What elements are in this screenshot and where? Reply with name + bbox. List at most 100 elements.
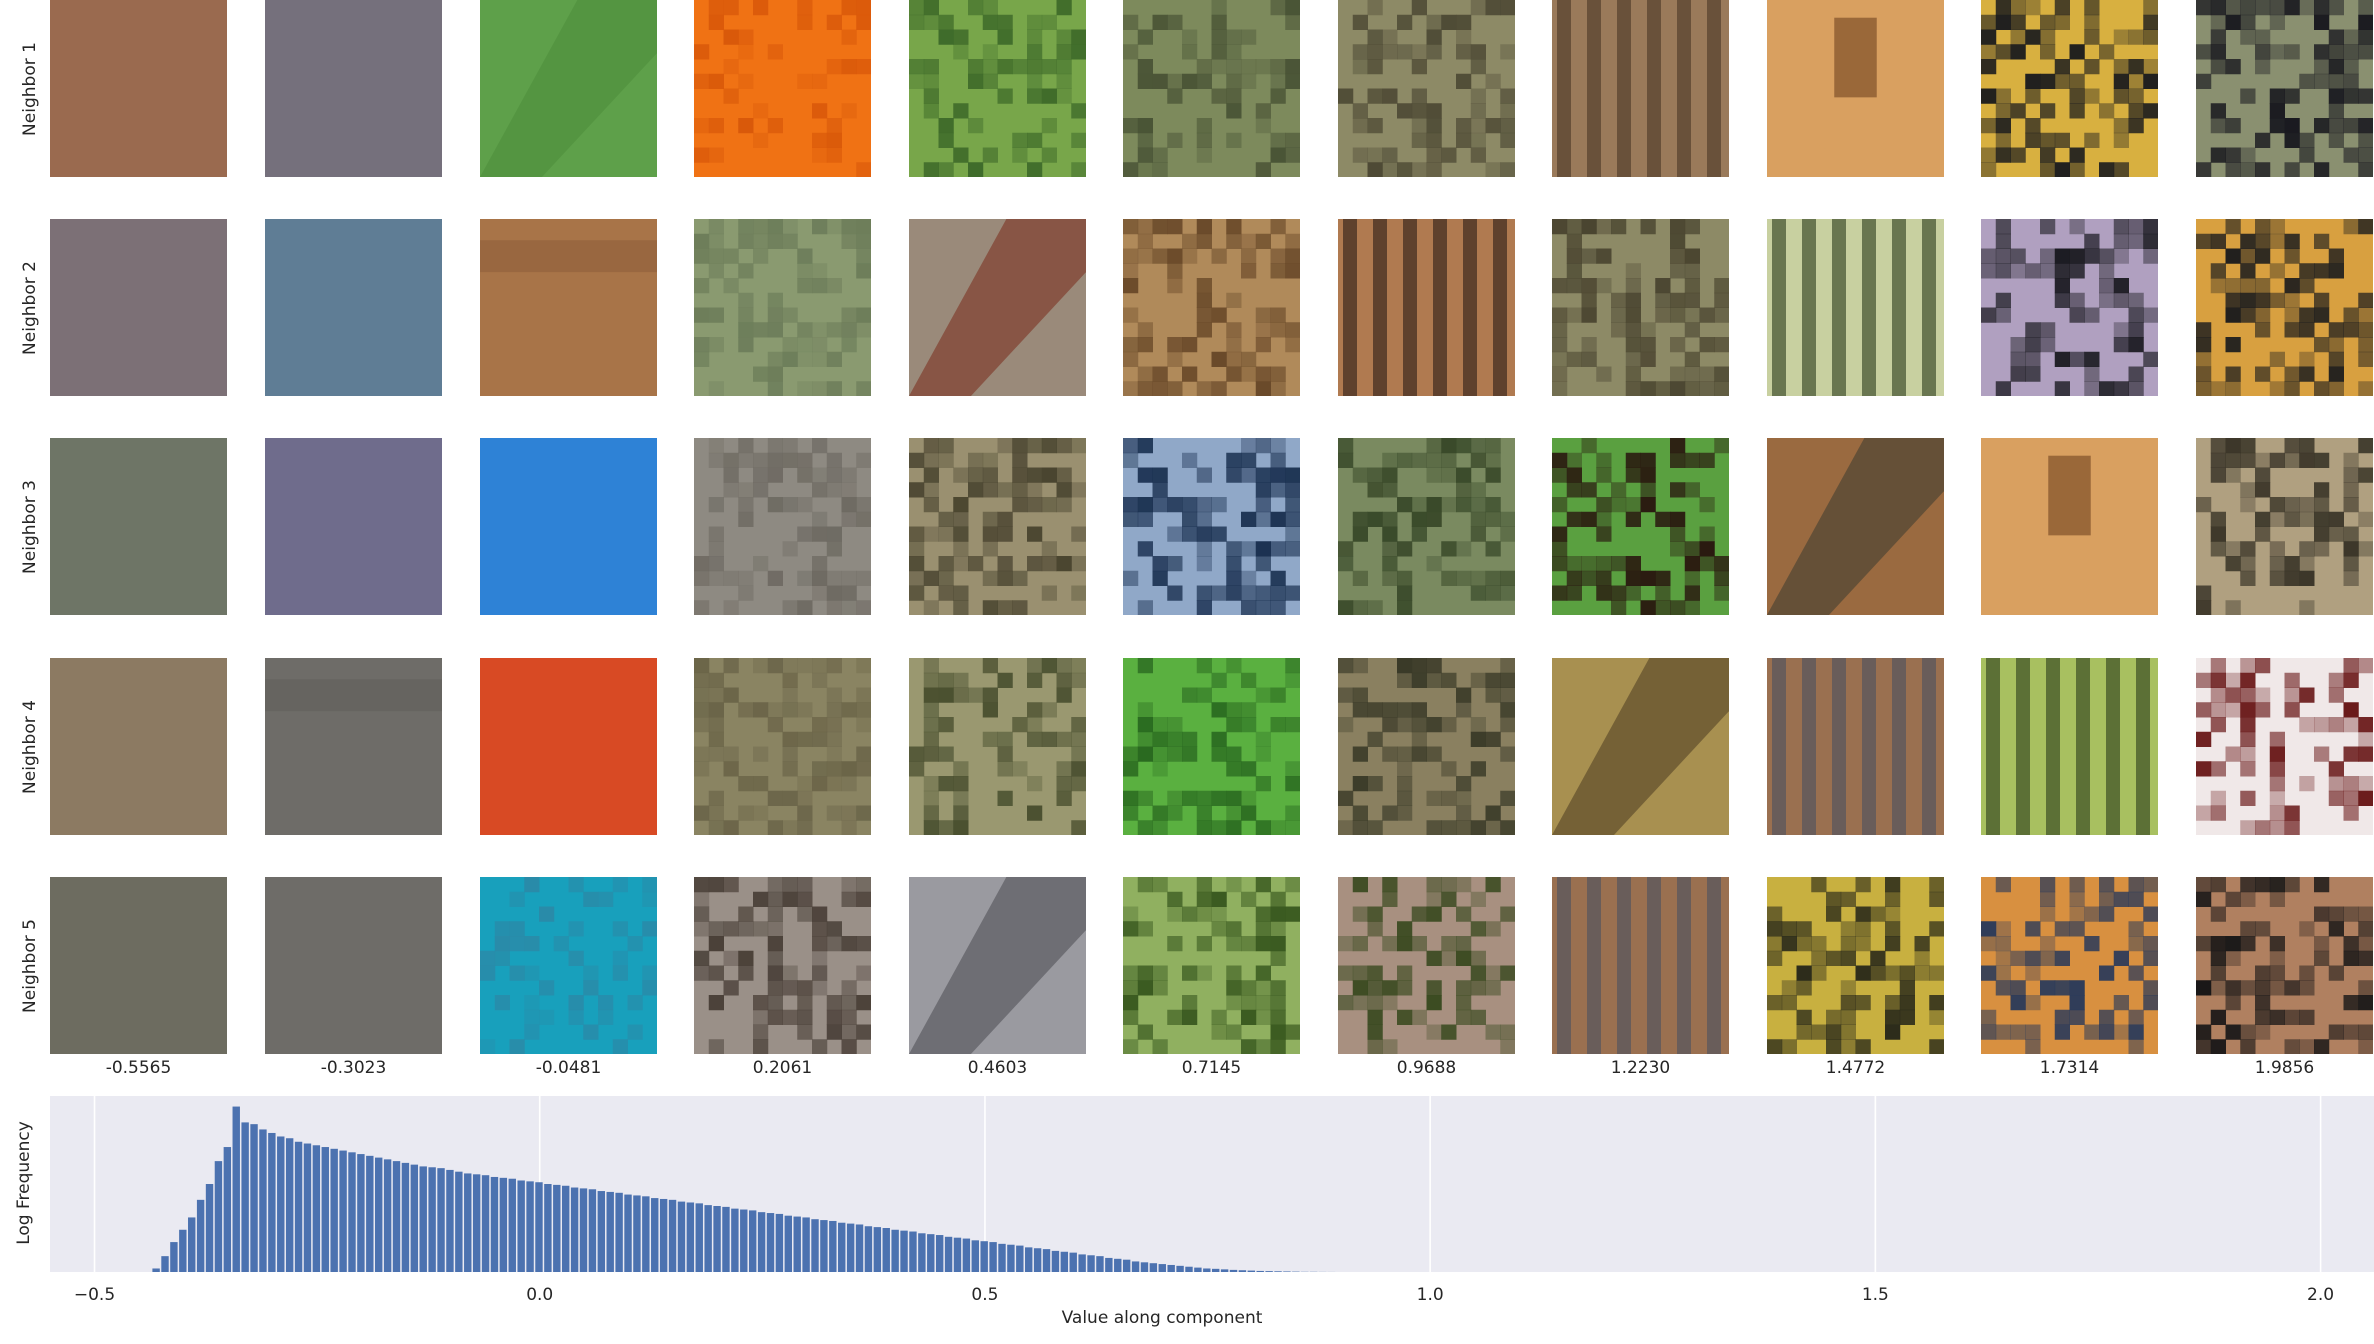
neighbor-image-tile [480, 877, 658, 1055]
histogram-bar [285, 1138, 294, 1272]
histogram-bar [1105, 1257, 1113, 1272]
histogram-bar [784, 1215, 793, 1272]
neighbor-image-tile [1981, 877, 2159, 1055]
histogram-bar [1283, 1271, 1291, 1272]
histogram-bar [1042, 1249, 1051, 1272]
neighbor-image-tile [265, 438, 442, 615]
neighbor-image-tile [694, 438, 872, 616]
neighbor-image-tile [480, 0, 657, 177]
histogram-bar [223, 1147, 232, 1272]
neighbor-image-tile [1338, 0, 1516, 178]
neighbor-image-tile [50, 438, 227, 615]
histogram-bar [927, 1234, 935, 1272]
column-value-label: 0.7145 [1181, 1058, 1242, 1078]
histogram-bar [419, 1166, 427, 1272]
histogram-bar [1140, 1262, 1149, 1272]
histogram-bar [953, 1237, 962, 1272]
x-tick-label: 2.0 [2307, 1285, 2334, 1305]
histogram-bar [490, 1176, 499, 1272]
histogram-bar [1149, 1263, 1158, 1272]
histogram-bar [250, 1124, 258, 1272]
neighbor-image-tile [1338, 438, 1516, 616]
histogram-bar [508, 1178, 516, 1272]
neighbor-image-tile [480, 219, 657, 396]
neighbor-image-tile [909, 658, 1087, 836]
x-tick-label: −0.5 [74, 1285, 115, 1305]
histogram-bar [1185, 1266, 1193, 1272]
histogram-bar [437, 1168, 445, 1272]
histogram-bar [401, 1162, 410, 1272]
histogram-bar [677, 1201, 686, 1272]
x-tick-label: 1.0 [1417, 1285, 1444, 1305]
histogram-bar [829, 1220, 837, 1272]
neighbor-image-tile [694, 658, 872, 836]
column-value-label: 0.2061 [752, 1058, 813, 1078]
neighbor-image-tile [1981, 0, 2159, 178]
histogram-bar [553, 1184, 561, 1272]
neighbor-image-tile [909, 0, 1087, 178]
histogram-bar [446, 1169, 454, 1272]
neighbor-image-tile [50, 658, 227, 835]
histogram-bar [695, 1203, 703, 1272]
histogram-bar [864, 1226, 873, 1272]
x-axis-label: Value along component [1062, 1308, 1263, 1328]
column-value-label: -0.5565 [105, 1058, 172, 1078]
histogram-bar [1176, 1265, 1184, 1272]
column-value-label: 0.4603 [967, 1058, 1028, 1078]
histogram-bar [1069, 1252, 1077, 1272]
neighbor-image-tile [1767, 877, 1945, 1055]
histogram-bar [499, 1177, 508, 1272]
histogram-bar [962, 1238, 971, 1272]
neighbor-image-tile [694, 877, 872, 1055]
histogram-bar [170, 1242, 178, 1272]
histogram-bar [188, 1217, 196, 1272]
histogram-bar [766, 1213, 775, 1272]
histogram-bar [535, 1182, 543, 1272]
neighbor-image-tile [1767, 438, 1944, 615]
neighbor-image-tile [1123, 877, 1301, 1055]
neighbor-image-tile [1552, 219, 1730, 397]
histogram-bar [366, 1155, 374, 1272]
histogram-bar [214, 1161, 223, 1272]
histogram-bar [517, 1180, 525, 1272]
histogram-bar [1025, 1247, 1033, 1272]
neighbor-image-tile [1123, 438, 1301, 616]
neighbor-image-tile [1767, 219, 1944, 396]
histogram-bar [1122, 1259, 1131, 1272]
histogram-bar [312, 1145, 321, 1272]
neighbor-image-tile [480, 438, 657, 615]
histogram-bar [989, 1242, 997, 1272]
histogram-bar [811, 1219, 819, 1272]
histogram-bar [1060, 1251, 1069, 1272]
column-value-label: 0.9688 [1396, 1058, 1457, 1078]
histogram-bar [686, 1202, 695, 1272]
neighbor-image-tile [2196, 219, 2374, 397]
histogram-bar [944, 1236, 953, 1272]
histogram-bar [588, 1189, 597, 1272]
neighbor-image-tile [694, 0, 872, 178]
histogram-bar [980, 1241, 988, 1272]
histogram-bar [321, 1147, 329, 1272]
column-value-label: 1.7314 [2039, 1058, 2100, 1078]
histogram-bar [428, 1167, 436, 1272]
histogram-bar [375, 1157, 383, 1272]
histogram-bar [1229, 1269, 1238, 1272]
neighbor-image-tile [50, 877, 227, 1054]
neighbor-image-tile [50, 219, 227, 396]
neighbor-image-tile [1552, 658, 1729, 835]
histogram-bar [1158, 1264, 1166, 1272]
histogram-bar [1203, 1268, 1211, 1272]
neighbor-image-tile [2196, 877, 2374, 1055]
neighbor-image-tile [909, 219, 1086, 396]
histogram-bar [820, 1220, 828, 1272]
histogram-bar [196, 1199, 205, 1272]
histogram-bar [606, 1191, 614, 1272]
histogram-bar [668, 1199, 677, 1272]
histogram-bar [1131, 1261, 1140, 1272]
histogram-bar [526, 1181, 534, 1272]
histogram-bar [873, 1227, 882, 1272]
neighbor-image-tile [265, 219, 442, 396]
histogram-bar [722, 1206, 730, 1272]
column-value-label: 1.9856 [2254, 1058, 2315, 1078]
histogram-bar [802, 1217, 810, 1272]
